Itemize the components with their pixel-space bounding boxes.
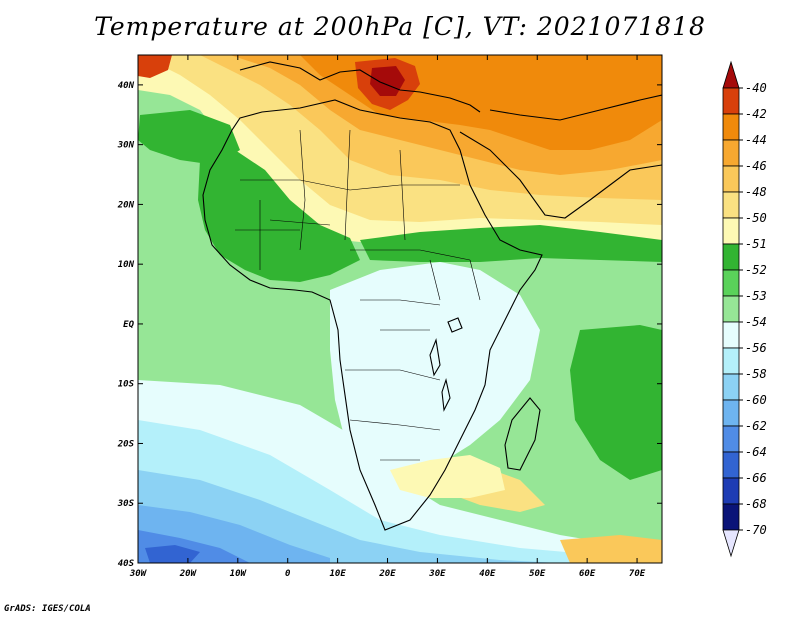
colorbar-cell [722, 529, 740, 558]
colorbar-cell [722, 477, 740, 505]
arabia-east [489, 94, 662, 121]
colorbar-cell [722, 191, 740, 219]
colorbar-label: -46 [745, 159, 767, 173]
x-tick-label: 10E [329, 569, 346, 579]
colorbar-label: -66 [745, 471, 767, 485]
colorbar-label: -54 [745, 315, 767, 329]
colorbar-label: -60 [745, 393, 767, 407]
x-tick-label: 70E [629, 569, 646, 579]
colorbar-label: -62 [745, 419, 767, 433]
colorbar-label: -53 [745, 289, 767, 303]
colorbar-label: -40 [745, 81, 767, 95]
x-tick-label: 10W [230, 569, 248, 579]
colorbar-cell [722, 165, 740, 193]
plot-frame [137, 54, 663, 564]
y-tick-label: 10N [118, 260, 135, 270]
colorbar-cell [722, 373, 740, 401]
colorbar-cell [722, 503, 740, 531]
y-tick-label: 10S [118, 380, 135, 390]
colorbar-label: -56 [745, 341, 767, 355]
lake-tanganyika [429, 337, 441, 377]
y-axis: 40S 30S 20S 10S EQ 10N 20N 30N 40N [117, 81, 662, 569]
band-48-se [560, 535, 662, 563]
band-52-westafrica [198, 150, 360, 282]
colorbar-cell [722, 87, 740, 115]
band-52-belt [360, 225, 662, 262]
colorbar-cell [722, 60, 740, 89]
colorbar-cell [722, 139, 740, 167]
colorbar-label: -50 [745, 211, 767, 225]
x-tick-label: 50E [529, 569, 546, 579]
x-tick-label: 20W [179, 569, 198, 579]
y-tick-label: 30N [117, 141, 135, 151]
colorbar-label: -42 [745, 107, 767, 121]
arabia-coastline [459, 131, 662, 219]
colorbar-cell [722, 113, 740, 141]
colorbar-cell [722, 321, 740, 349]
lake-malawi [441, 377, 451, 412]
colorbar-label: -52 [745, 263, 767, 277]
x-tick-label: 40E [479, 569, 496, 579]
colorbar: -40 -42 -44 -46 -48 -50 -51 -52 -53 -54 -56 -58 -60 -… [722, 60, 767, 558]
y-tick-label: 20N [117, 200, 135, 210]
map-title: Temperature at 200hPa [C], VT: 202107181… [94, 12, 706, 41]
band-54-africa [330, 262, 540, 510]
africa-coastline [202, 99, 543, 531]
colorbar-label: -51 [745, 237, 767, 251]
europe-coastline [239, 61, 481, 113]
lake-victoria [447, 317, 463, 333]
colorbar-label: -70 [745, 523, 767, 537]
colorbar-cell [722, 269, 740, 297]
band-42-nw [138, 55, 172, 78]
colorbar-cell [722, 347, 740, 375]
madagascar-coastline [504, 397, 541, 471]
colorbar-cell [722, 399, 740, 427]
x-axis: 30W 20W 10W 0 10E 20E 30E 40E 50E 60E 70E [129, 55, 646, 579]
colorbar-label: -68 [745, 497, 767, 511]
temperature-field [138, 55, 662, 563]
colorbar-label: -44 [745, 133, 767, 147]
band-52-ind [570, 325, 662, 480]
country-borders [235, 129, 481, 461]
y-tick-label: 40S [118, 559, 135, 569]
band-52-atl [138, 110, 240, 165]
coastlines [202, 61, 662, 531]
y-tick-label: 20S [117, 439, 135, 449]
x-tick-label: 20E [378, 569, 396, 579]
colorbar-cell [722, 425, 740, 453]
y-tick-label: 40N [118, 81, 135, 91]
x-tick-label: 30E [428, 569, 446, 579]
x-tick-label: 0 [285, 569, 291, 579]
band-64 [145, 545, 200, 563]
colorbar-label: -48 [745, 185, 767, 199]
band-50-safrica [390, 455, 505, 498]
border-lines [235, 129, 481, 461]
colorbar-cell [722, 295, 740, 323]
colorbar-label: -58 [745, 367, 767, 381]
colorbar-cell [722, 243, 740, 271]
credit-label: GrADS: IGES/COLA [4, 604, 91, 614]
colorbar-cell [722, 217, 740, 245]
x-tick-label: 60E [579, 569, 596, 579]
x-tick-label: 30W [129, 569, 148, 579]
colorbar-label: -64 [745, 445, 767, 459]
colorbar-cell [722, 451, 740, 479]
y-tick-label: EQ [123, 320, 134, 330]
y-tick-label: 30S [117, 499, 135, 509]
